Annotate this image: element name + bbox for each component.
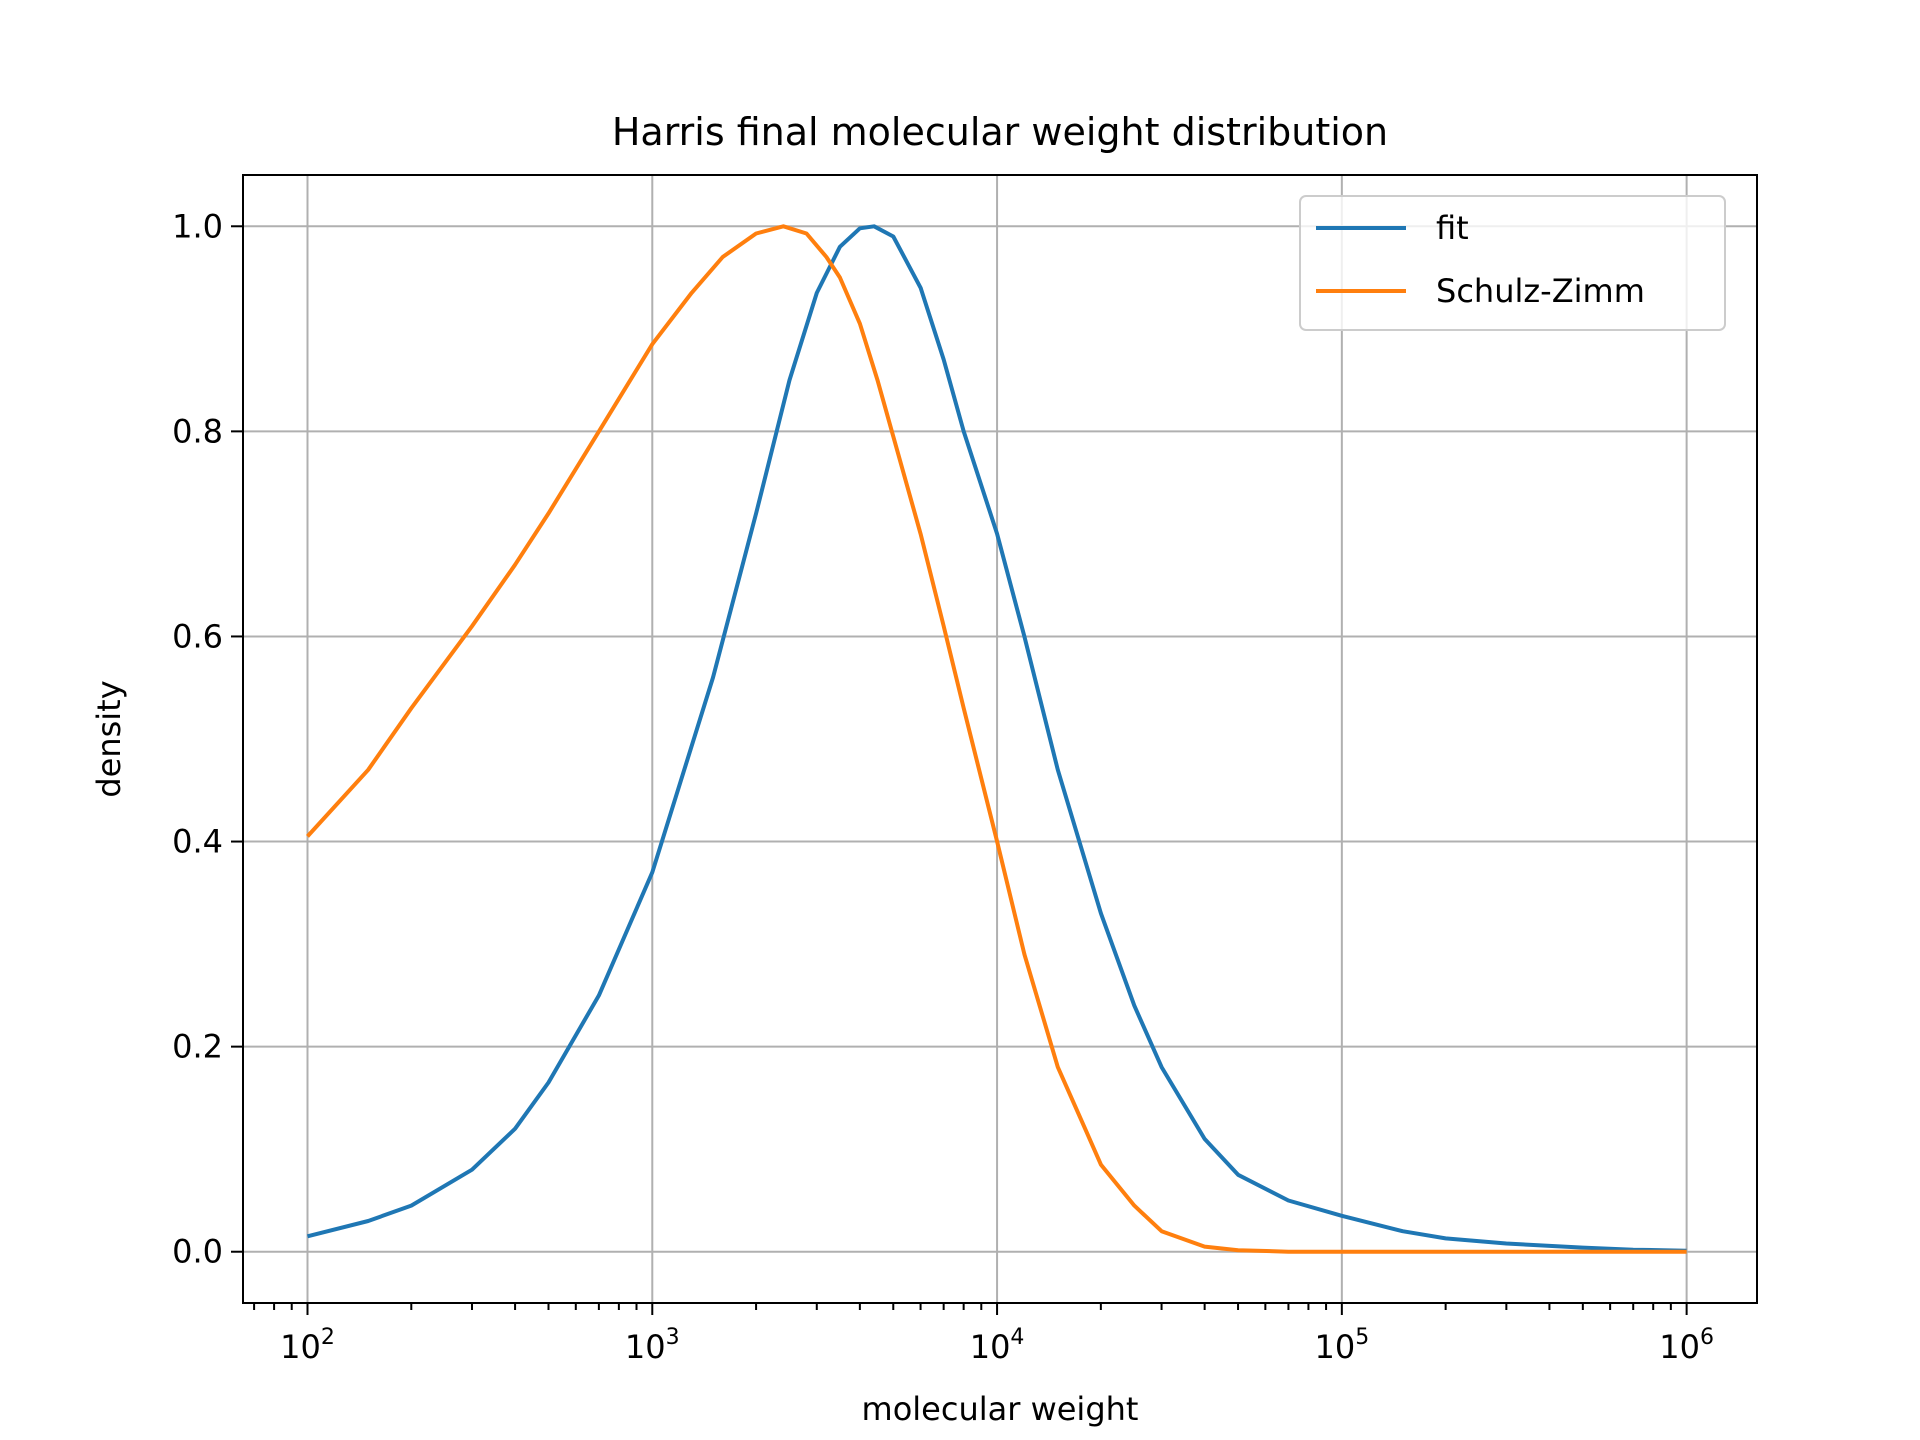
series-line-schulz-zimm	[306, 224, 1687, 1254]
y-tick-label: 0.6	[172, 617, 223, 655]
x-tick-label: 102	[280, 1325, 335, 1366]
legend-label: Schulz-Zimm	[1436, 272, 1645, 310]
legend-frame	[1299, 195, 1726, 331]
series-line-fit	[307, 224, 1687, 1253]
y-tick-label: 0.0	[172, 1233, 223, 1271]
plot-lines	[306, 224, 1687, 1254]
x-tick-label: 106	[1659, 1325, 1714, 1366]
y-tick-label: 0.2	[172, 1028, 223, 1066]
x-axis-label: molecular weight	[862, 1390, 1139, 1428]
legend-label: fit	[1436, 209, 1469, 247]
y-axis-label: density	[90, 680, 128, 797]
axes-frame	[242, 174, 1758, 1304]
x-tick-label: 105	[1314, 1325, 1369, 1366]
y-tick-label: 1.0	[172, 207, 223, 245]
x-tick-label: 103	[625, 1325, 680, 1366]
chart-title: Harris final molecular weight distributi…	[612, 110, 1388, 154]
y-tick-label: 0.4	[172, 823, 223, 861]
x-tick-label: 104	[970, 1325, 1025, 1366]
y-tick-label: 0.8	[172, 412, 223, 450]
legend: fit Schulz-Zimm	[1299, 195, 1726, 331]
axis-ticks: 102 103 104 105 106 0.0 0.2 0.4 0.6 0.8 1.0	[172, 207, 1714, 1366]
